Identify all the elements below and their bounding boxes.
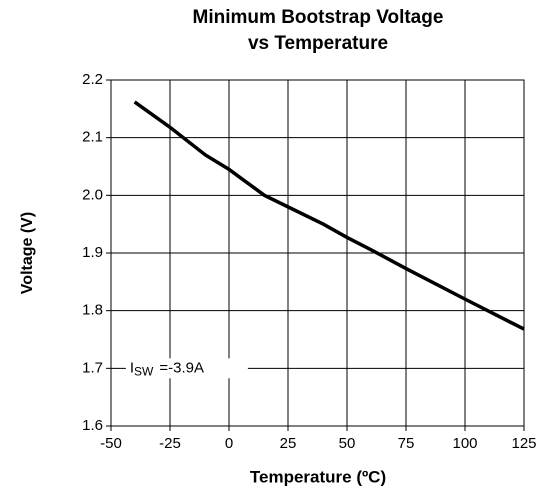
y-tick-label: 1.8	[82, 302, 103, 319]
annotation-bg	[125, 358, 248, 379]
y-tick-label: 1.9	[82, 244, 103, 261]
x-tick-label: 100	[452, 435, 477, 452]
y-tick-label: 1.6	[82, 417, 103, 434]
y-axis-label: Voltage (V)	[19, 212, 36, 294]
y-tick-label: 2.0	[82, 186, 103, 203]
x-tick-label: 25	[280, 435, 297, 452]
x-tick-label: -25	[159, 435, 181, 452]
x-axis-label: Temperature (ºC)	[250, 467, 386, 486]
annotation-text: I	[130, 359, 134, 376]
annotation: ISW =-3.9A	[130, 359, 204, 378]
annotation-suffix: =-3.9A	[159, 359, 204, 376]
chart-title: Minimum Bootstrap Voltage	[193, 7, 444, 28]
annotation-subscript: SW	[134, 365, 154, 379]
line-series	[133, 100, 525, 331]
x-tick-label: 75	[398, 435, 415, 452]
y-tick-label: 2.2	[82, 71, 103, 88]
x-tick-label: 0	[225, 435, 233, 452]
x-tick-label: 50	[339, 435, 356, 452]
x-tick-label: 125	[511, 435, 536, 452]
plot-border	[110, 79, 525, 427]
x-tick-label: -50	[100, 435, 122, 452]
y-tick-label: 1.7	[82, 359, 103, 376]
y-tick-label: 2.1	[82, 129, 103, 146]
chart-title: vs Temperature	[248, 33, 388, 54]
